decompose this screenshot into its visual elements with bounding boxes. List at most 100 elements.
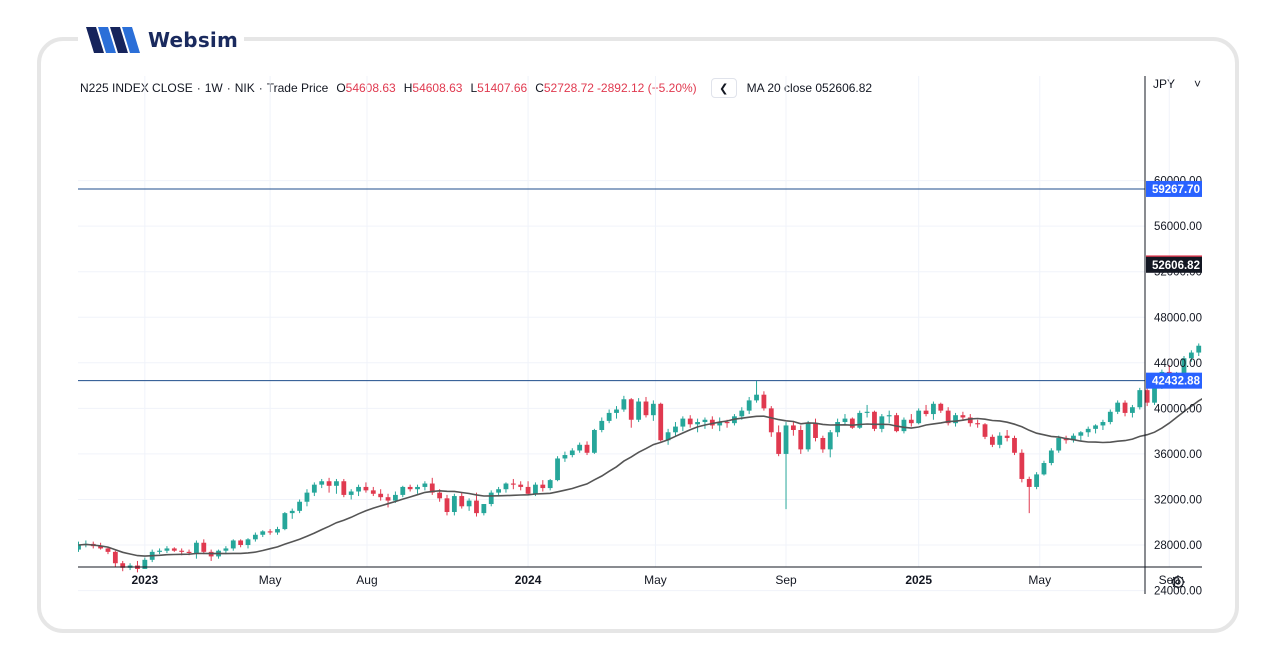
candle-body xyxy=(989,436,995,445)
candle-body xyxy=(827,432,833,450)
candle xyxy=(584,441,590,456)
candle-body xyxy=(437,492,443,499)
candle xyxy=(783,422,789,510)
candle xyxy=(1019,449,1025,483)
candle xyxy=(658,402,664,442)
candle xyxy=(1026,476,1032,514)
candle-body xyxy=(864,411,870,413)
candle xyxy=(680,416,686,432)
candle xyxy=(746,396,752,415)
candle-body xyxy=(1107,411,1113,423)
candle-body xyxy=(179,550,185,552)
candle-body xyxy=(194,542,199,553)
hline-price-tag-bg xyxy=(1146,180,1202,197)
chart-grid xyxy=(78,76,1170,592)
candle xyxy=(356,484,361,497)
candle-body xyxy=(326,481,332,486)
candle-body xyxy=(997,435,1003,445)
settings-gear-icon[interactable] xyxy=(1170,574,1186,590)
candle xyxy=(960,411,966,421)
hline-price-tag: 42432.88 xyxy=(1146,372,1202,389)
candle-body xyxy=(923,410,929,415)
candle-body xyxy=(503,483,509,490)
candle-body xyxy=(754,394,759,401)
candle-body xyxy=(282,513,288,530)
y-tick-label: 48000.00 xyxy=(1154,312,1202,324)
candle-body xyxy=(304,492,310,502)
candle xyxy=(1071,433,1076,443)
candle xyxy=(636,398,642,423)
x-tick-label: 2024 xyxy=(515,573,542,587)
candle-body xyxy=(1093,425,1098,429)
candle xyxy=(555,456,560,482)
candle-body xyxy=(393,494,398,501)
candle-body xyxy=(1196,345,1202,353)
candle xyxy=(805,420,811,452)
candle-body xyxy=(805,423,811,450)
candle-body xyxy=(319,481,325,485)
candle-body xyxy=(186,551,192,553)
candle-body xyxy=(1137,390,1143,408)
candle xyxy=(282,511,288,531)
candle-body xyxy=(334,481,339,486)
candle-body xyxy=(1100,422,1106,426)
candle xyxy=(1107,409,1113,425)
candle-body xyxy=(1012,437,1017,453)
candle-body xyxy=(695,422,700,425)
interval-label[interactable]: 1W xyxy=(204,81,223,95)
candle-body xyxy=(673,426,678,433)
ma-price-tag-text: 52606.82 xyxy=(1152,260,1200,272)
candle-body xyxy=(1034,474,1039,487)
brand-logo: Websim xyxy=(78,18,244,62)
candle xyxy=(569,448,575,458)
candle xyxy=(687,415,693,428)
candle-body xyxy=(614,409,619,413)
candle-body xyxy=(702,419,708,423)
ma-legend-label[interactable]: MA 20 close 0 xyxy=(746,81,823,95)
candle xyxy=(842,414,848,426)
high-key: H xyxy=(403,81,413,95)
candle xyxy=(849,417,855,429)
price-chart[interactable]: 24000.00 28000.00 32000.00 36000.00 40000.00… xyxy=(78,76,1202,596)
candle-body xyxy=(776,432,782,454)
candle-body xyxy=(975,423,981,425)
candle xyxy=(1034,472,1039,490)
candle-body xyxy=(628,399,634,420)
candle xyxy=(643,396,649,418)
candle xyxy=(451,493,457,516)
candle-body xyxy=(142,559,148,569)
candle-body xyxy=(592,429,597,453)
candle-body xyxy=(157,550,162,552)
candle xyxy=(459,492,465,509)
collapse-legend-button[interactable]: ❮ xyxy=(710,78,737,98)
candle xyxy=(790,420,796,436)
change-value: -2892.12 (−5.20%) xyxy=(596,81,697,95)
candle-body xyxy=(842,418,848,423)
candle xyxy=(1004,429,1010,442)
candle-body xyxy=(1115,402,1121,412)
candle-body xyxy=(577,444,583,451)
candle xyxy=(1041,460,1047,476)
candle-body xyxy=(260,531,266,535)
candle xyxy=(628,398,634,428)
candle-body xyxy=(164,548,170,551)
candle xyxy=(621,395,627,412)
candle-body xyxy=(341,481,347,495)
candle xyxy=(923,404,929,417)
candle-body xyxy=(297,501,302,511)
candle xyxy=(614,406,619,419)
candle xyxy=(525,481,531,495)
candle xyxy=(1063,435,1069,444)
price-type-label: Trade Price xyxy=(266,81,329,95)
candle-body xyxy=(540,484,546,489)
candle xyxy=(901,417,907,434)
candle xyxy=(341,478,347,498)
candle-body xyxy=(739,410,745,417)
y-tick-label: 28000.00 xyxy=(1154,540,1202,552)
candle xyxy=(319,478,325,489)
candle-body xyxy=(650,403,656,416)
candle xyxy=(201,539,207,555)
symbol-name[interactable]: N225 INDEX CLOSE xyxy=(80,81,193,95)
candle-body xyxy=(518,484,524,487)
ma-price-tag-bg xyxy=(1146,256,1202,273)
